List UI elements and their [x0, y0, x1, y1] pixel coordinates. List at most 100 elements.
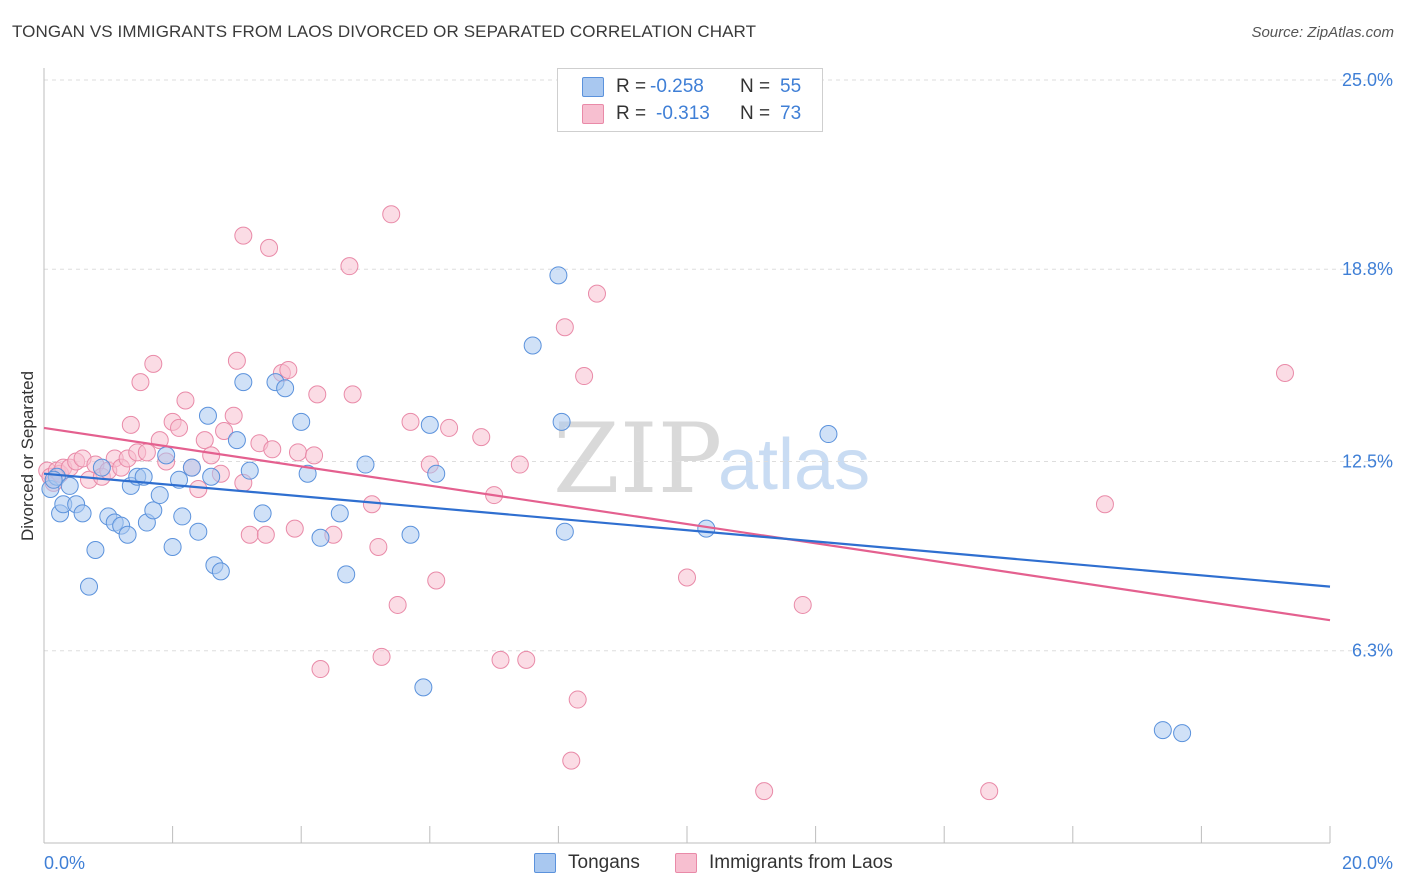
- tongans-point: [170, 470, 189, 489]
- laos-point: [517, 650, 536, 669]
- source-credit: Source: ZipAtlas.com: [1251, 24, 1394, 41]
- axes: [43, 68, 1331, 844]
- laos-point: [234, 226, 253, 245]
- n-label: N =: [740, 76, 771, 97]
- laos-point: [369, 537, 388, 556]
- laos-point: [401, 412, 420, 431]
- tongans-point: [330, 504, 349, 523]
- laos-point: [170, 418, 189, 437]
- laos-point: [678, 568, 696, 587]
- laos-point: [305, 446, 324, 465]
- tongans-point: [73, 504, 92, 523]
- tongans-point: [552, 412, 571, 431]
- laos-point: [256, 525, 275, 544]
- n-value: 73: [780, 103, 802, 124]
- tick-labels: 6.3% 12.5% 18.8% 25.0% 0.0% 20.0%: [44, 70, 1393, 873]
- laos-point: [202, 446, 221, 465]
- n-value: 55: [780, 76, 802, 97]
- tongans-point: [60, 476, 79, 495]
- r-value: -0.313: [656, 103, 710, 124]
- laos-point: [362, 495, 381, 514]
- laos-point: [260, 238, 279, 257]
- laos-point: [137, 443, 156, 462]
- tongans-point: [253, 504, 272, 523]
- laos-swatch: [582, 104, 604, 124]
- laos-point: [472, 428, 491, 447]
- watermark-zip: ZIP: [553, 403, 722, 515]
- laos-point: [427, 571, 446, 590]
- tongans-point: [211, 562, 230, 581]
- stats-row-laos: R = -0.313 N = 73: [582, 102, 801, 126]
- legend-label-tongans: Tongans: [568, 852, 640, 873]
- tongans-point: [549, 266, 568, 285]
- laos-point: [279, 360, 298, 379]
- laos-point: [195, 431, 214, 450]
- r-label: R =: [616, 103, 647, 124]
- tongans-point: [276, 379, 295, 398]
- y-tick-label: 25.0%: [1342, 70, 1393, 90]
- tongans-point: [198, 406, 217, 425]
- trend-lines: [43, 426, 1331, 622]
- stats-row-tongans: R = -0.258 N = 55: [582, 75, 801, 99]
- laos-point: [263, 440, 282, 459]
- laos-point: [440, 418, 459, 437]
- tongans-swatch: [582, 77, 604, 97]
- laos-point: [189, 479, 208, 498]
- tongans-point: [420, 415, 439, 434]
- r-label: R =: [616, 76, 647, 97]
- tongans-point: [337, 565, 356, 584]
- tongans-point: [1173, 724, 1192, 743]
- tongans-point: [292, 412, 311, 431]
- laos-point: [980, 782, 999, 801]
- laos-point: [285, 519, 304, 538]
- laos-point: [227, 351, 246, 370]
- tongans-point: [427, 464, 446, 483]
- laos-point: [240, 525, 259, 544]
- tongans-point: [819, 425, 838, 444]
- tongans-point: [202, 467, 221, 486]
- tongans-point: [86, 541, 105, 560]
- laos-point: [131, 373, 150, 392]
- tongans-point: [523, 336, 542, 355]
- tongans-point: [118, 525, 137, 544]
- y-tick-label: 6.3%: [1352, 641, 1393, 661]
- laos-point: [562, 751, 581, 770]
- chart-title: TONGAN VS IMMIGRANTS FROM LAOS DIVORCED …: [12, 22, 757, 41]
- laos-point: [388, 595, 407, 614]
- tongans-point: [240, 461, 259, 480]
- legend-item-tongans[interactable]: Tongans: [534, 852, 640, 874]
- tongans-point: [157, 446, 176, 465]
- tongans-point: [92, 458, 111, 477]
- tongans-point: [414, 678, 433, 697]
- legend-item-laos[interactable]: Immigrants from Laos: [675, 852, 893, 874]
- y-tick-label: 18.8%: [1342, 259, 1393, 279]
- tongans-point: [150, 486, 169, 505]
- legend-label-laos: Immigrants from Laos: [709, 852, 893, 873]
- tongans-trend-line: [43, 472, 1331, 588]
- tongans-point: [144, 501, 163, 520]
- tongans-point: [356, 455, 375, 474]
- laos-point: [288, 443, 307, 462]
- stats-legend: R = -0.258 N = 55 R = -0.313 N = 73: [557, 68, 823, 132]
- laos-point: [176, 391, 195, 410]
- tongans-point: [80, 577, 99, 596]
- tongans-point: [555, 522, 574, 541]
- laos-swatch: [675, 853, 697, 873]
- laos-point: [755, 782, 774, 801]
- tongans-point: [182, 458, 201, 477]
- tongans-point: [298, 464, 317, 483]
- tongans-swatch: [534, 853, 556, 873]
- tongans-point: [173, 507, 192, 526]
- tongans-point: [163, 537, 182, 556]
- series-legend: Tongans Immigrants from Laos: [0, 852, 1406, 878]
- tongans-point: [189, 522, 208, 541]
- series-tongans-points: [41, 266, 1192, 743]
- laos-point: [793, 595, 812, 614]
- laos-point: [215, 421, 234, 440]
- laos-point: [1275, 363, 1294, 382]
- laos-point: [1095, 495, 1114, 514]
- y-tick-label: 12.5%: [1342, 452, 1393, 472]
- laos-point: [311, 660, 330, 679]
- laos-point: [308, 385, 327, 404]
- laos-point: [575, 367, 594, 386]
